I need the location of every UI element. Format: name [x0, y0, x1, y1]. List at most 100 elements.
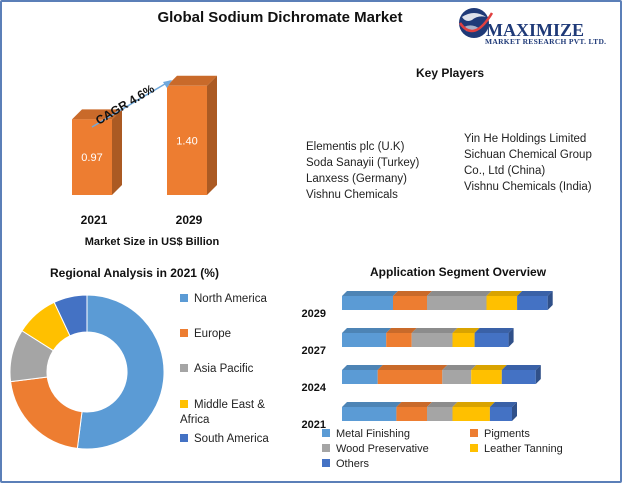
bar-segment — [517, 296, 548, 310]
legend-swatch — [322, 444, 330, 452]
bar-side — [112, 109, 122, 195]
bar-segment-top — [393, 291, 432, 296]
bar-segment — [427, 296, 487, 310]
legend-swatch — [180, 329, 188, 337]
bar-segment-top — [442, 365, 477, 370]
page-title: Global Sodium Dichromate Market — [157, 9, 403, 26]
bar-segment-side — [512, 402, 517, 421]
bar-segment-side — [547, 291, 553, 310]
bar-segment — [442, 370, 472, 384]
key-players-title: Key Players — [416, 66, 485, 80]
x-tick-label: 2029 — [176, 213, 203, 227]
bar-side — [207, 75, 217, 195]
cagr-arrow — [91, 80, 171, 128]
bar-segment-top — [342, 328, 392, 333]
bar-segment-top — [452, 402, 495, 407]
legend-swatch — [180, 400, 188, 408]
bar-segment-top — [486, 291, 523, 296]
legend-item: Middle East & Africa — [180, 399, 265, 426]
bar-segment-side — [508, 328, 514, 347]
company-logo — [458, 8, 494, 38]
bar-segment-top — [489, 402, 517, 407]
bar-segment — [342, 296, 393, 310]
bar-segment — [411, 333, 453, 347]
logo-tagline: MARKET RESEARCH PVT. LTD. — [485, 37, 607, 46]
bar-segment — [342, 407, 397, 421]
cagr-arrow-head — [163, 80, 172, 88]
legend-swatch — [180, 434, 188, 442]
y-tick-label: 2024 — [302, 382, 327, 394]
bar-segment-top — [471, 365, 507, 370]
bar-segment — [427, 407, 453, 421]
key-player-item: Co., Ltd (China) — [464, 165, 546, 177]
bar — [167, 85, 207, 195]
bar-segment — [471, 370, 502, 384]
legend-item: Wood Preservative — [322, 443, 429, 455]
legend-item: Leather Tanning — [470, 443, 563, 455]
legend-swatch — [470, 444, 478, 452]
key-player-item: Vishnu Chemicals (India) — [464, 181, 592, 193]
legend-swatch — [180, 364, 188, 372]
legend-swatch — [180, 294, 188, 302]
bar-value-label: 1.40 — [176, 135, 197, 147]
bar — [72, 119, 112, 195]
y-tick-label: 2027 — [302, 345, 326, 357]
donut-slice — [53, 294, 88, 337]
legend-item: South America — [180, 433, 269, 445]
bar-segment — [452, 333, 475, 347]
legend-swatch — [470, 429, 478, 437]
bar-segment — [501, 370, 536, 384]
bar-segment-top — [427, 291, 492, 296]
key-players-col1: Elementis plc (U.K) Soda Sanayii (Turkey… — [306, 139, 419, 203]
bar-segment-top — [396, 402, 432, 407]
y-tick-label: 2029 — [302, 308, 326, 320]
logo-wordmark: MAXIMIZE — [486, 20, 584, 40]
donut-slice — [10, 376, 83, 449]
key-player-item: Vishnu Chemicals — [306, 189, 398, 201]
bar-segment — [393, 296, 427, 310]
bar-segment — [386, 333, 412, 347]
key-player-item: Sichuan Chemical Group — [464, 149, 592, 161]
bar-segment — [486, 296, 518, 310]
bar-value-label: 0.97 — [81, 152, 102, 164]
donut-slice — [76, 294, 165, 450]
bar-segment-top — [474, 328, 514, 333]
bar-segment-top — [342, 365, 383, 370]
key-players-col2: Yin He Holdings Limited Sichuan Chemical… — [464, 131, 592, 195]
bar-segment-top — [377, 365, 448, 370]
regional-title: Regional Analysis in 2021 (%) — [50, 266, 219, 280]
bar-segment-top — [411, 328, 458, 333]
cagr-label: CAGR 4.6% — [93, 81, 157, 127]
bar-segment-top — [342, 291, 398, 296]
legend-item: North America — [180, 293, 267, 305]
legend-item: Pigments — [470, 428, 530, 440]
bar-segment — [342, 333, 387, 347]
bar-segment — [342, 370, 378, 384]
key-player-item: Yin He Holdings Limited — [464, 133, 587, 145]
y-tick-label: 2021 — [302, 419, 326, 428]
key-player-item: Elementis plc (U.K) — [306, 141, 405, 153]
bar-segment — [452, 407, 490, 421]
bar-segment-top — [342, 402, 402, 407]
legend-swatch — [322, 429, 330, 437]
market-size-chart: 0.97 2021 1.40 2029 Market Size in US$ Billi… — [72, 75, 220, 248]
x-axis-label: Market Size in US$ Billion — [85, 236, 220, 248]
key-player-item: Lanxess (Germany) — [306, 173, 407, 185]
legend-item: Europe — [180, 328, 231, 340]
bar-segment-side — [535, 365, 541, 384]
bar-segment — [377, 370, 443, 384]
bar-segment-top — [386, 328, 417, 333]
legend-item: Asia Pacific — [180, 363, 253, 375]
bar-segment-top — [501, 365, 541, 370]
bar-segment-top — [517, 291, 553, 296]
legend-item: Others — [322, 458, 369, 470]
x-tick-label: 2021 — [81, 213, 108, 227]
legend-item: Metal Finishing — [322, 428, 410, 440]
bar-top — [167, 75, 217, 86]
application-segment-chart: 2029 2027 2024 2021 — [302, 291, 553, 428]
regional-donut-chart — [9, 294, 165, 450]
key-player-item: Soda Sanayii (Turkey) — [306, 157, 420, 169]
legend-swatch — [322, 459, 330, 467]
application-title: Application Segment Overview — [370, 265, 547, 279]
